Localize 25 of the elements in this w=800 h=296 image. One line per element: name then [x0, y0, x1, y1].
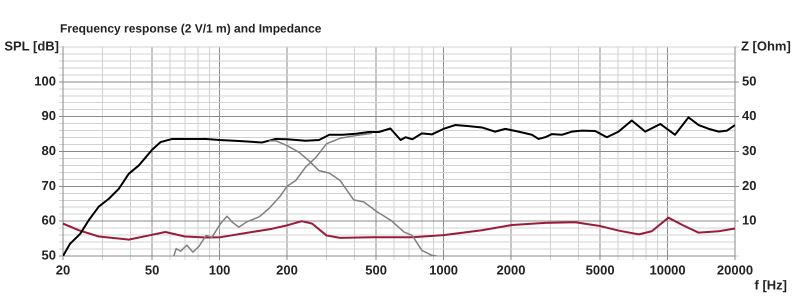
x-tick-label: 50 [144, 262, 160, 278]
x-tick-label: 10000 [649, 262, 686, 278]
y-tick-label: 90 [42, 108, 56, 124]
y-tick-label: 60 [42, 212, 56, 228]
x-tick-label: 200 [276, 262, 298, 278]
chart-subtitle: Frequency response (2 V/1 m) and Impedance [60, 21, 322, 36]
y2-axis-title: Z [Ohm] [741, 38, 791, 54]
x-tick-label: 20 [56, 262, 70, 278]
y2-tick-label: 10 [742, 212, 756, 228]
x-tick-label: 100 [208, 262, 230, 278]
x-tick-label: 500 [365, 262, 387, 278]
x-tick-label: 20000 [716, 262, 754, 278]
y-axis-title: SPL [dB] [4, 38, 59, 54]
x-axis-title: f [Hz] [754, 278, 787, 293]
y2-tick-label: 20 [742, 178, 756, 193]
y2-tick-label: 30 [742, 143, 756, 158]
x-tick-label: 5000 [586, 262, 615, 278]
y-tick-label: 70 [42, 178, 56, 193]
y-tick-label: 80 [42, 143, 56, 158]
x-tick-label: 2000 [496, 262, 526, 278]
x-tick-label: 1000 [429, 262, 458, 278]
y-tick-label: 100 [34, 73, 56, 88]
y2-tick-label: 50 [742, 73, 756, 88]
y-tick-label: 50 [42, 248, 56, 263]
y2-tick-label: 40 [742, 108, 756, 124]
